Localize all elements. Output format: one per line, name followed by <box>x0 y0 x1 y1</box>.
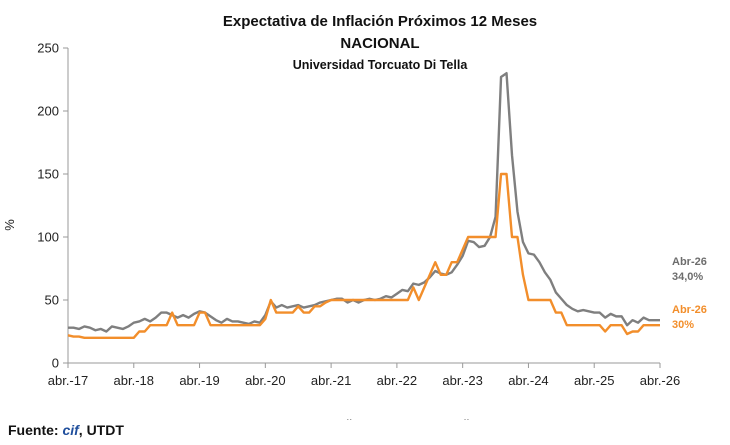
annotation-mediana-line-1: Abr-26 <box>672 304 707 316</box>
chart-institution: Universidad Torcuato Di Tella <box>293 58 469 72</box>
legend-label-mediana: Mediana <box>324 417 375 420</box>
y-axis-label: % <box>2 219 17 231</box>
x-tick-label: abr.-25 <box>574 373 614 388</box>
x-tick-label: abr.-26 <box>640 373 680 388</box>
chart-subtitle: NACIONAL <box>340 35 419 52</box>
x-tick-label: abr.-18 <box>114 373 154 388</box>
x-tick-label: abr.-20 <box>245 373 285 388</box>
series-line-mediana <box>67 172 660 339</box>
legend: Mediana Promedio <box>324 417 477 420</box>
y-tick-label: 100 <box>37 230 59 245</box>
x-tick-label: abr.-19 <box>179 373 219 388</box>
source-note: Fuente: cif, UTDT <box>8 422 124 438</box>
annotation-promedio-line-1: Abr-26 <box>672 256 707 268</box>
annotation-mediana-line-2: 30% <box>672 319 694 331</box>
annotation-promedio-line-2: 34,0% <box>672 271 703 283</box>
inflation-expectations-chart: Expectativa de Inflación Próximos 12 Mes… <box>2 13 707 420</box>
y-tick-label: 200 <box>37 104 59 119</box>
source-prefix: Fuente: <box>8 422 63 438</box>
x-tick-label: abr.-23 <box>442 373 482 388</box>
source-brand: cif <box>62 422 79 438</box>
x-tick-label: abr.-24 <box>508 373 548 388</box>
x-tick-label: abr.-22 <box>377 373 417 388</box>
series-line-promedio <box>68 72 660 333</box>
y-tick-label: 250 <box>37 41 59 56</box>
chart-title: Expectativa de Inflación Próximos 12 Mes… <box>223 13 537 30</box>
y-tick-label: 50 <box>45 293 59 308</box>
x-tick-label: abr.-21 <box>311 373 351 388</box>
end-annotations: Abr-26 34,0% Abr-26 30% <box>672 256 707 331</box>
legend-label-promedio: Promedio <box>421 417 477 420</box>
y-tick-label: 0 <box>52 356 59 371</box>
axes: 0 50 100 150 200 250 abr.-17 abr.-18 abr.-19 abr.… <box>37 41 680 389</box>
source-suffix: , UTDT <box>78 422 124 438</box>
x-tick-label: abr.-17 <box>48 373 88 388</box>
y-tick-label: 150 <box>37 167 59 182</box>
series-layer <box>67 72 660 339</box>
